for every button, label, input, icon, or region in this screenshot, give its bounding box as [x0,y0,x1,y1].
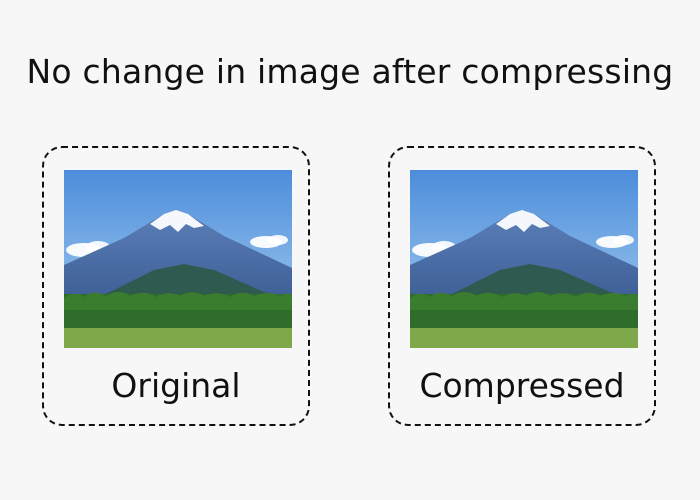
page-title: No change in image after compressing [26,52,674,91]
original-image-card: Original [42,146,310,426]
compressed-label: Compressed [419,366,625,405]
compressed-image-card: Compressed [388,146,656,426]
compressed-image [410,170,638,348]
mountain-landscape-photo [64,170,292,348]
mountain-landscape-photo [410,170,638,348]
original-image [64,170,292,348]
original-label: Original [111,366,241,405]
